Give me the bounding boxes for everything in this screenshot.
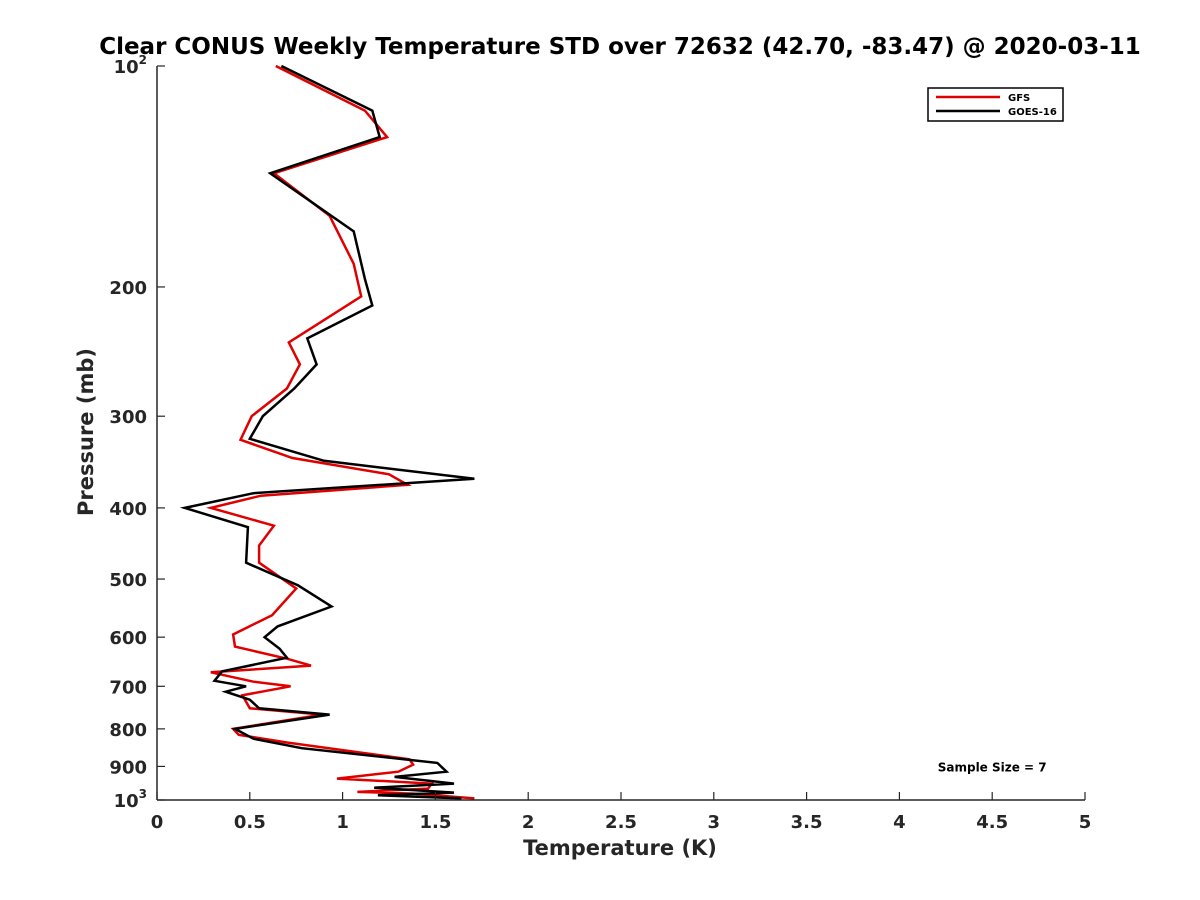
x-tick-label: 4.5 xyxy=(976,812,1008,833)
x-tick-label: 1 xyxy=(336,812,349,833)
y-tick-label: 900 xyxy=(109,757,147,778)
y-tick-label: 600 xyxy=(109,628,147,649)
x-tick-label: 5 xyxy=(1079,812,1092,833)
y-tick-label: 700 xyxy=(109,677,147,698)
annotations: Sample Size = 7 xyxy=(938,760,1047,774)
x-axis-label: Temperature (K) xyxy=(523,836,717,860)
y-tick-base: 10 xyxy=(114,791,139,812)
x-tick-label: 0.5 xyxy=(234,812,266,833)
y-tick-label: 102 xyxy=(114,53,147,78)
y-tick-exponent: 3 xyxy=(139,787,147,801)
y-tick-base: 10 xyxy=(114,57,139,78)
y-tick-label: 200 xyxy=(109,278,147,299)
legend: GFS GOES-16 xyxy=(927,87,1064,122)
x-axis: 0 0.5 1 1.5 2 2.5 3 3.5 4 4.5 5 xyxy=(151,792,1092,833)
x-tick-label: 2 xyxy=(522,812,535,833)
legend-label: GOES-16 xyxy=(1008,107,1057,118)
y-axis-label: Pressure (mb) xyxy=(74,348,98,516)
chart-title: Clear CONUS Weekly Temperature STD over … xyxy=(99,34,1141,60)
series-line-gfs xyxy=(205,64,475,800)
x-tick-label: 2.5 xyxy=(605,812,637,833)
y-tick-label: 400 xyxy=(109,499,147,520)
y-tick-label: 800 xyxy=(109,720,147,741)
x-tick-label: 0 xyxy=(151,812,164,833)
legend-label: GFS xyxy=(1008,93,1030,104)
y-tick-label: 103 xyxy=(114,787,147,812)
x-tick-label: 3 xyxy=(708,812,721,833)
legend-box xyxy=(927,87,1064,122)
x-tick-label: 1.5 xyxy=(419,812,451,833)
plot-area xyxy=(179,64,475,800)
sample-size-annotation: Sample Size = 7 xyxy=(938,760,1047,774)
x-tick-label: 4 xyxy=(893,812,906,833)
series-line-goes-16 xyxy=(179,64,475,800)
y-tick-exponent: 2 xyxy=(139,53,147,67)
y-tick-label: 300 xyxy=(109,407,147,428)
x-tick-label: 3.5 xyxy=(791,812,823,833)
y-tick-label: 500 xyxy=(109,570,147,591)
